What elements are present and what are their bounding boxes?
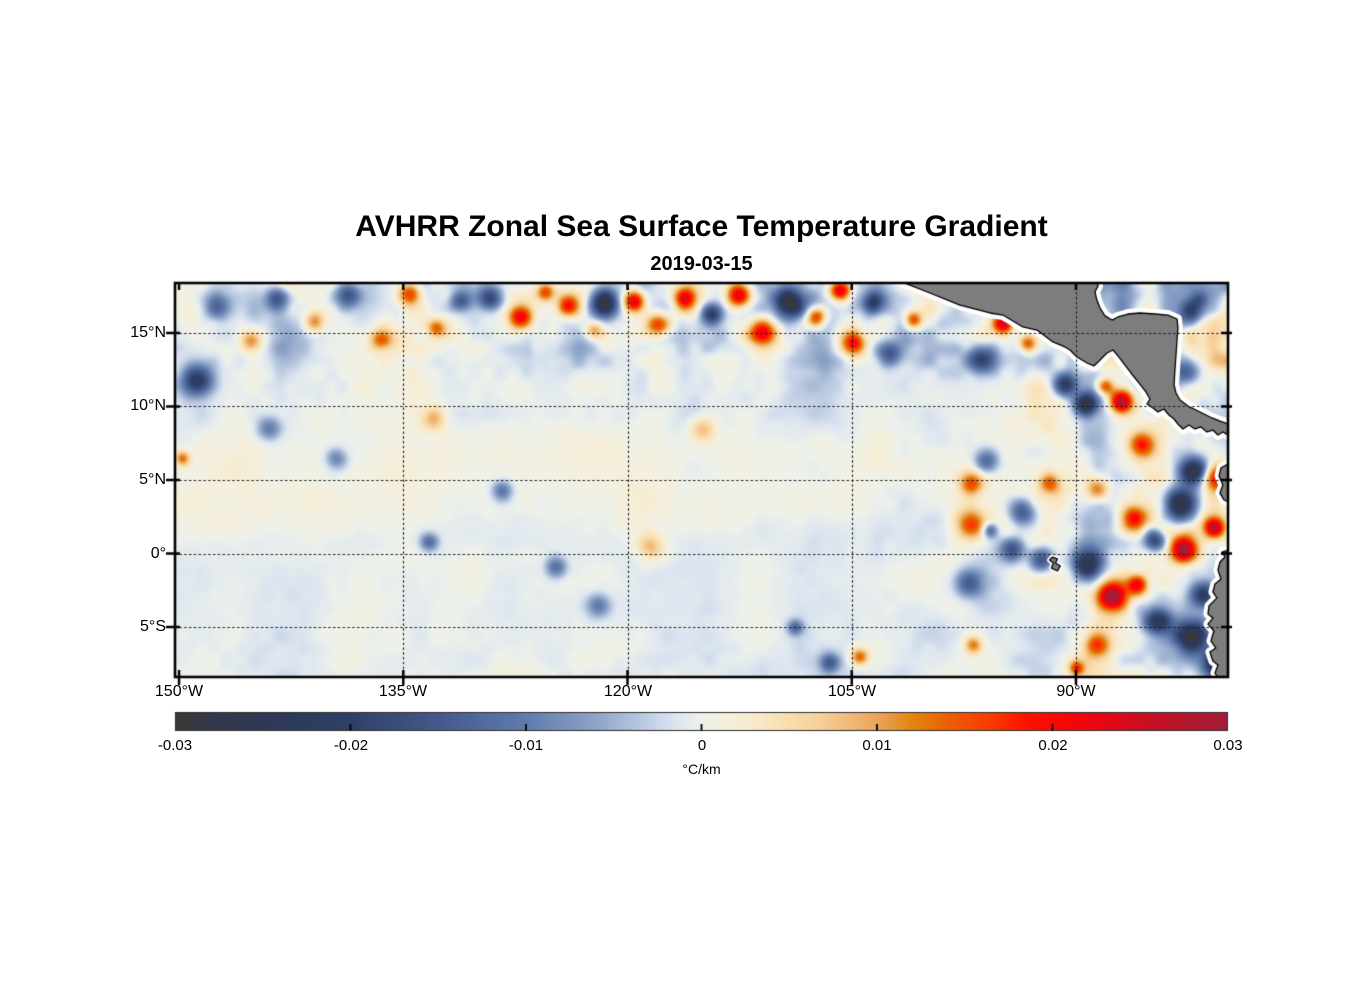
colorbar-tick-label: -0.01 xyxy=(508,737,544,754)
y-axis-tick-label: 10°N xyxy=(130,397,166,414)
x-axis-tick-label: 120°W xyxy=(603,683,653,700)
x-axis-tick-label: 135°W xyxy=(378,683,428,700)
y-axis-tick-label: 5°N xyxy=(139,471,166,488)
colorbar-tick-label: -0.03 xyxy=(157,737,193,754)
colorbar-tick-label: 0.02 xyxy=(1038,737,1068,754)
colorbar-tick-label: -0.02 xyxy=(333,737,369,754)
y-axis-tick-label: 5°S xyxy=(140,618,166,635)
y-axis-tick-label: 15°N xyxy=(130,324,166,341)
y-axis-tick-label: 0° xyxy=(150,545,166,562)
x-axis-tick-label: 150°W xyxy=(154,683,204,700)
colorbar-tick-label: 0.01 xyxy=(862,737,892,754)
colorbar-unit-label: °C/km xyxy=(682,761,721,777)
x-axis-tick-label: 105°W xyxy=(827,683,877,700)
sst-gradient-heatmap-canvas xyxy=(0,0,1356,800)
chart-subtitle-date: 2019-03-15 xyxy=(650,253,753,275)
colorbar-tick-label: 0 xyxy=(697,737,707,754)
x-axis-tick-label: 90°W xyxy=(1056,683,1096,700)
colorbar-tick-label: 0.03 xyxy=(1213,737,1243,754)
chart-title: AVHRR Zonal Sea Surface Temperature Grad… xyxy=(355,210,1048,243)
